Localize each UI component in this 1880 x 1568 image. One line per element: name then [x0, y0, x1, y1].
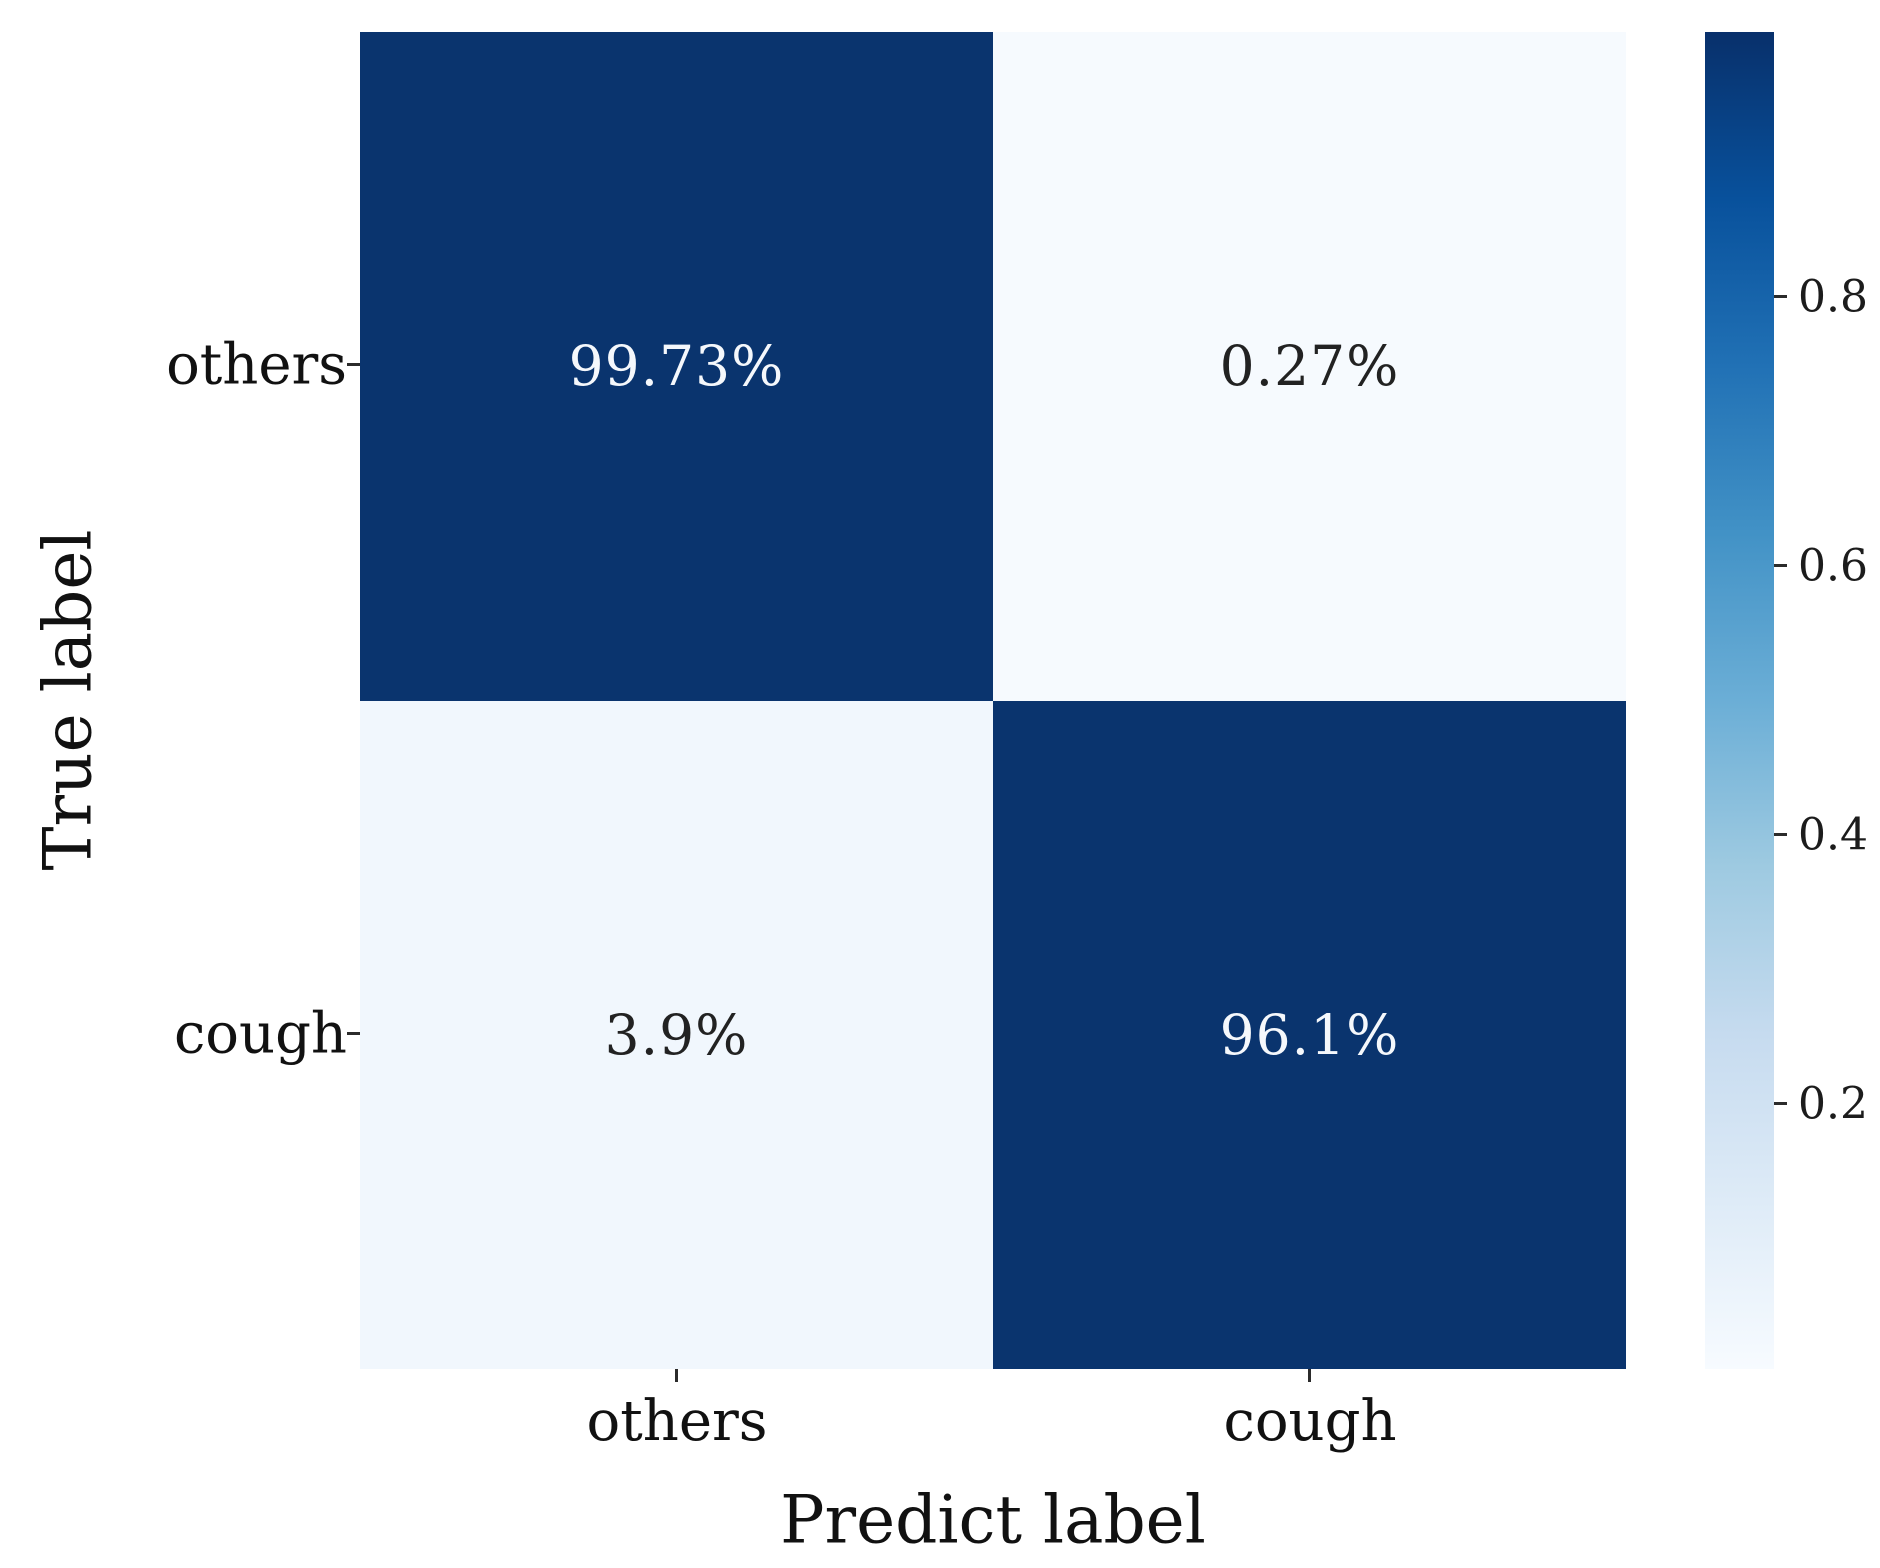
- matrix-cell-true-cough-pred-others: 3.9%: [360, 700, 993, 1369]
- x-tick-mark-cough: [1308, 1369, 1311, 1382]
- matrix-cell-true-cough-pred-cough: 96.1%: [993, 700, 1626, 1369]
- y-tick-label-cough: cough: [173, 1001, 347, 1067]
- x-axis-title: Predict label: [780, 1481, 1206, 1559]
- colorbar-tick-mark-0-2: [1774, 1102, 1787, 1105]
- colorbar: [1705, 32, 1774, 1369]
- colorbar-tick-mark-0-4: [1774, 833, 1787, 836]
- x-tick-label-cough: cough: [1223, 1389, 1397, 1454]
- y-tick-mark-others: [347, 363, 360, 366]
- colorbar-tick-label-0-6: 0.6: [1798, 540, 1868, 592]
- y-tick-mark-cough: [347, 1032, 360, 1035]
- colorbar-tick-label-0-4: 0.4: [1798, 809, 1868, 861]
- matrix-cell-true-others-pred-cough: 0.27%: [993, 32, 1626, 701]
- y-axis-title: True label: [29, 529, 107, 871]
- colorbar-tick-label-0-2: 0.2: [1798, 1078, 1868, 1130]
- x-tick-label-others: others: [586, 1389, 768, 1454]
- colorbar-tick-label-0-8: 0.8: [1798, 271, 1868, 323]
- y-tick-label-others: others: [166, 332, 347, 398]
- colorbar-tick-mark-0-8: [1774, 295, 1787, 298]
- heatmap: 99.73% 0.27% 3.9% 96.1%: [360, 32, 1626, 1369]
- x-tick-mark-others: [675, 1369, 678, 1382]
- matrix-cell-true-others-pred-others: 99.73%: [360, 32, 993, 701]
- colorbar-tick-mark-0-6: [1774, 564, 1787, 567]
